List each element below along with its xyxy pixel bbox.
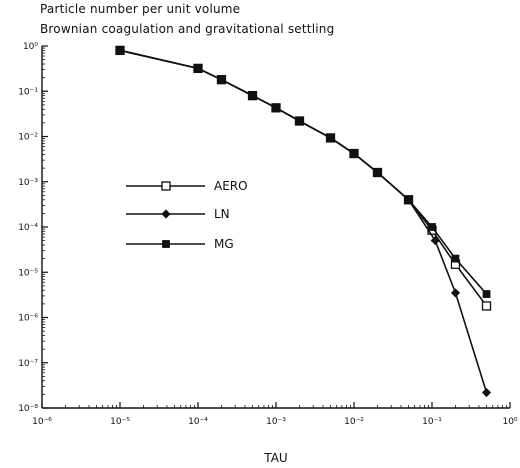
series-mg bbox=[116, 46, 491, 298]
series-layer bbox=[115, 45, 492, 398]
data-point bbox=[295, 117, 304, 125]
data-point bbox=[404, 195, 413, 204]
chart-title: Particle number per unit volume bbox=[40, 2, 241, 16]
data-point bbox=[248, 91, 257, 100]
x-tick-label: 10⁰ bbox=[502, 417, 517, 427]
chart-subtitle: Brownian coagulation and gravitational s… bbox=[40, 22, 335, 36]
y-tick-label: 10⁻² bbox=[18, 133, 38, 143]
y-tick-label: 10⁻⁶ bbox=[18, 314, 38, 324]
legend-marker bbox=[161, 209, 171, 219]
x-tick-label: 10⁻¹ bbox=[422, 417, 442, 427]
data-point bbox=[194, 64, 202, 73]
x-tick-label: 10⁻⁶ bbox=[32, 417, 52, 427]
legend-item-ln: LN bbox=[126, 207, 230, 221]
data-point bbox=[350, 149, 358, 158]
x-tick-label: 10⁻² bbox=[344, 417, 364, 427]
series-ln bbox=[115, 45, 492, 398]
legend-item-mg: MG bbox=[126, 237, 234, 251]
data-point bbox=[272, 103, 280, 112]
x-axis-ticks: 10⁻⁶ 10⁻⁵ 10⁻⁴ 10⁻³ 10⁻² 10⁻¹ 10⁰ bbox=[32, 402, 518, 427]
data-point bbox=[428, 223, 436, 231]
data-point bbox=[326, 134, 335, 142]
y-tick-label: 10⁻⁵ bbox=[18, 268, 38, 278]
y-tick-label: 10⁰ bbox=[23, 42, 38, 52]
y-tick-label: 10⁻³ bbox=[18, 178, 38, 188]
axes bbox=[41, 46, 510, 409]
y-tick-label: 10⁻⁸ bbox=[18, 404, 38, 414]
series-line bbox=[119, 49, 488, 307]
legend: AERO LN MG bbox=[126, 179, 248, 251]
x-tick-label: 10⁻³ bbox=[266, 417, 286, 427]
data-point bbox=[116, 46, 124, 55]
x-tick-label: 10⁻⁴ bbox=[188, 417, 208, 427]
data-point bbox=[373, 168, 382, 177]
series-line bbox=[119, 49, 488, 295]
data-point bbox=[482, 290, 491, 298]
data-point bbox=[450, 288, 461, 298]
x-axis-label: TAU bbox=[263, 451, 287, 465]
series-line bbox=[119, 49, 488, 393]
legend-marker bbox=[161, 181, 171, 191]
y-axis-ticks: 10⁻⁸ 10⁻⁷ 10⁻⁶ 10⁻⁵ 10⁻⁴ 10⁻³ 10⁻² 10⁻¹ 10⁰ bbox=[18, 42, 48, 414]
data-point bbox=[481, 387, 492, 398]
y-tick-label: 10⁻¹ bbox=[18, 87, 38, 97]
legend-label: AERO bbox=[214, 179, 248, 193]
legend-label: LN bbox=[214, 207, 230, 221]
series-aero bbox=[115, 45, 492, 311]
data-point bbox=[217, 75, 226, 84]
legend-marker bbox=[162, 240, 170, 248]
legend-label: MG bbox=[214, 237, 234, 251]
y-tick-label: 10⁻⁴ bbox=[18, 223, 38, 233]
y-tick-label: 10⁻⁷ bbox=[18, 359, 38, 369]
x-tick-label: 10⁻⁵ bbox=[110, 417, 130, 427]
data-point bbox=[430, 236, 440, 246]
legend-item-aero: AERO bbox=[126, 179, 248, 193]
data-point bbox=[451, 254, 460, 263]
data-point bbox=[481, 301, 492, 311]
